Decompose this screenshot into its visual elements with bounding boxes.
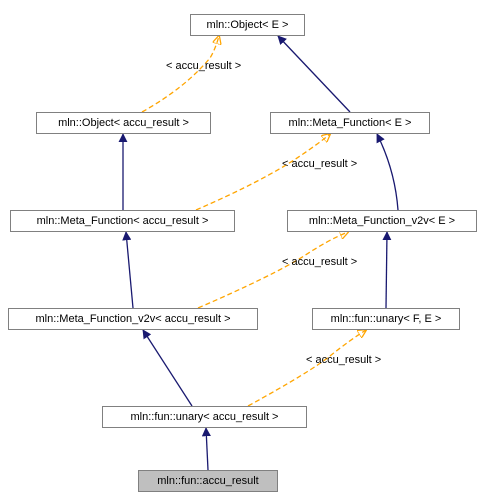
node-meta-function-e[interactable]: mln::Meta_Function< E > — [270, 112, 430, 134]
edge-label-4: < accu_result > — [306, 354, 381, 366]
node-meta-function-accu-result[interactable]: mln::Meta_Function< accu_result > — [10, 210, 235, 232]
node-meta-function-v2v-accu-result[interactable]: mln::Meta_Function_v2v< accu_result > — [8, 308, 258, 330]
node-object-accu-result[interactable]: mln::Object< accu_result > — [36, 112, 211, 134]
node-object-e[interactable]: mln::Object< E > — [190, 14, 305, 36]
node-meta-function-v2v-e[interactable]: mln::Meta_Function_v2v< E > — [287, 210, 477, 232]
edges-layer — [0, 0, 504, 504]
node-fun-unary-accu-result[interactable]: mln::fun::unary< accu_result > — [102, 406, 307, 428]
node-fun-accu-result[interactable]: mln::fun::accu_result — [138, 470, 278, 492]
edge-label-1: < accu_result > — [166, 60, 241, 72]
edge-label-2: < accu_result > — [282, 158, 357, 170]
node-fun-unary-fe[interactable]: mln::fun::unary< F, E > — [312, 308, 460, 330]
edge-label-3: < accu_result > — [282, 256, 357, 268]
